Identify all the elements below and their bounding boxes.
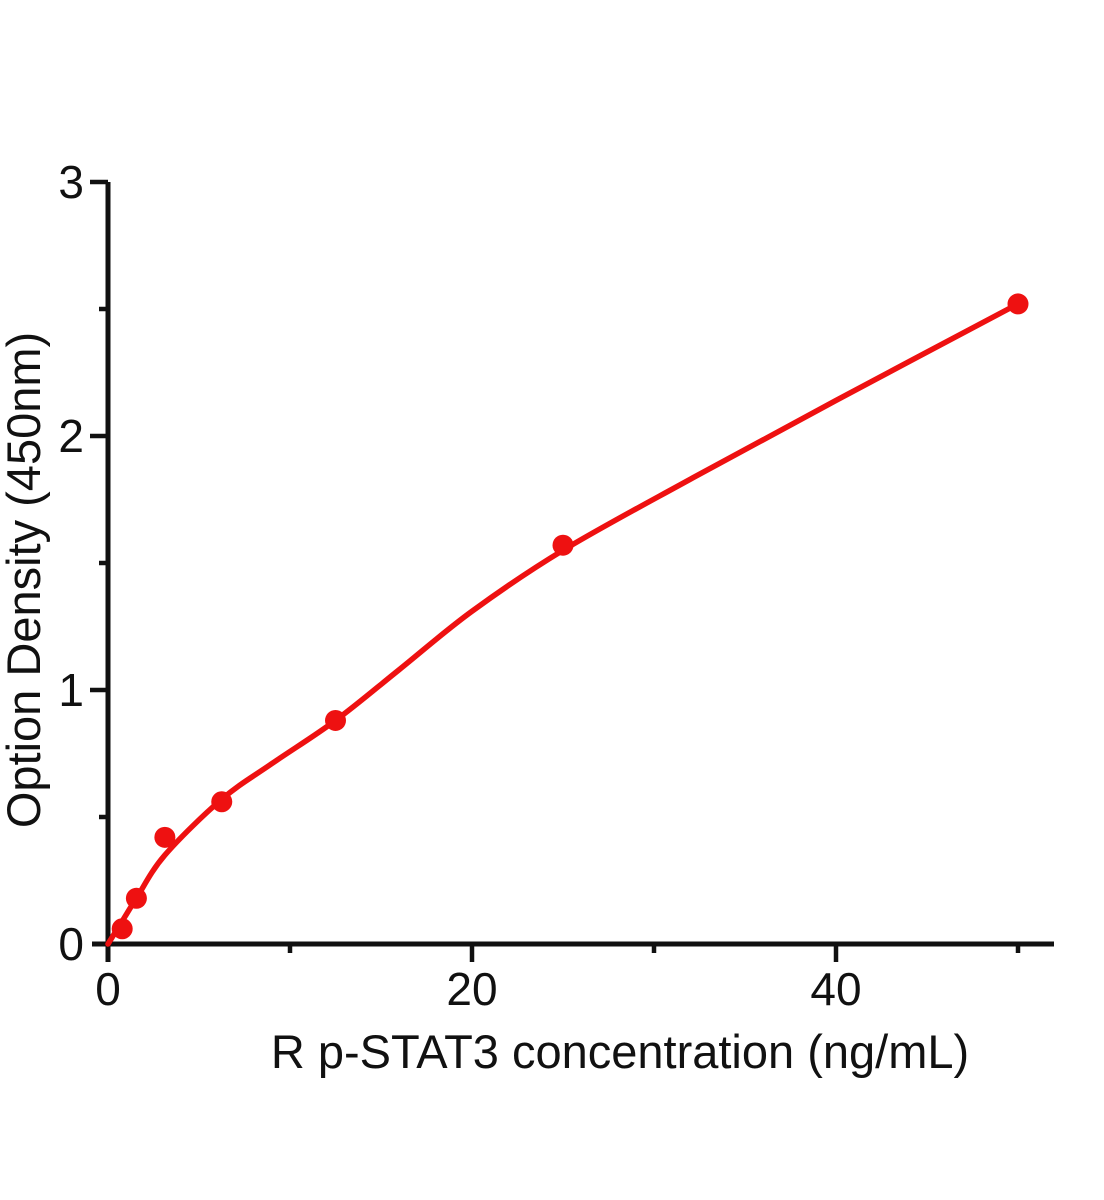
data-point [111,918,133,940]
y-tick-label: 3 [58,156,84,208]
y-tick-label: 2 [58,410,84,462]
x-axis-title: R p-STAT3 concentration (ng/mL) [271,1025,969,1078]
tick-labels-group: 0 20 40 0 1 2 3 [58,156,861,1015]
data-point [325,709,346,731]
y-axis-title: Option Density (450nm) [0,332,50,828]
data-point [1007,293,1029,315]
data-point [552,534,574,556]
fitted-curve [105,301,1021,947]
data-point [211,791,233,813]
x-tick-label: 40 [810,963,861,1015]
x-tick-label: 0 [95,963,121,1015]
plot-group [105,293,1029,947]
data-point [125,887,147,909]
data-point [154,826,176,848]
x-tick-label: 20 [446,963,497,1015]
y-tick-label: 0 [58,918,84,970]
y-tick-label: 1 [58,664,84,716]
axes-group [90,179,1054,962]
